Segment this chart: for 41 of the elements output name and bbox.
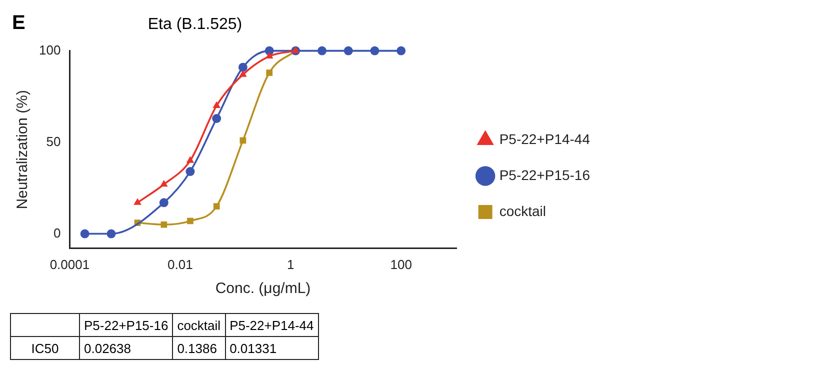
point <box>318 46 327 56</box>
point <box>106 229 116 238</box>
legend-label: cocktail <box>499 202 546 219</box>
point <box>370 46 380 56</box>
point <box>344 46 353 56</box>
point <box>186 156 194 163</box>
x-tick-label: 1 <box>287 256 294 272</box>
text: P5-22+P14-44 <box>225 314 318 336</box>
text: cocktail <box>172 314 226 336</box>
y-axis-title: Neutralization (%) <box>14 90 32 210</box>
point <box>212 114 222 123</box>
point <box>396 46 406 56</box>
text: IC50 <box>10 336 80 360</box>
x-tick-label: 0.0001 <box>50 256 90 272</box>
text: 0.02638 <box>80 336 173 360</box>
point <box>266 70 273 76</box>
x-tick-label: 0.01 <box>168 256 193 272</box>
text: E <box>12 12 26 35</box>
point <box>160 180 168 187</box>
text: 0.01331 <box>225 336 318 360</box>
point <box>265 52 274 59</box>
y-tick-label: 0 <box>53 225 61 240</box>
point <box>134 198 142 205</box>
point <box>212 101 221 108</box>
point <box>160 221 168 228</box>
y-tick-label: 100 <box>38 42 61 58</box>
chart-title: Eta (B.1.525) <box>146 16 244 34</box>
point <box>239 70 247 77</box>
point <box>213 203 220 210</box>
point <box>80 229 90 238</box>
x-axis-title: Conc. (μg/mL) <box>215 280 311 298</box>
legend-label: P5-22+P14-44 <box>499 130 590 147</box>
point <box>186 167 195 176</box>
y-tick-label: 50 <box>46 134 61 149</box>
legend-label: P5-22+P15-16 <box>499 166 590 183</box>
x-tick-label: 100 <box>390 256 412 272</box>
text: P5-22+P15-16 <box>80 314 173 336</box>
point <box>159 198 168 208</box>
text: 0.1386 <box>172 336 226 360</box>
point <box>238 62 248 72</box>
point <box>187 218 194 224</box>
